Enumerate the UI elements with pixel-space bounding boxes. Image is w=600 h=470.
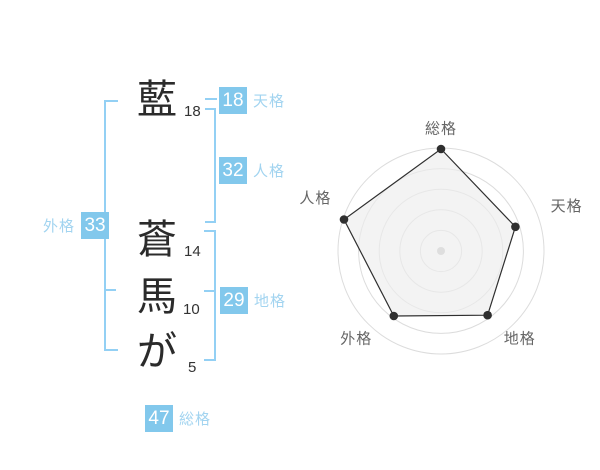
gaikaku-group: 外格 33 <box>43 212 110 239</box>
gaikaku-label: 外格 <box>43 218 76 235</box>
jinkaku-value-badge: 32 <box>219 157 247 184</box>
radar-axis-label: 天格 <box>551 198 583 215</box>
name-char-3: 馬 <box>137 275 177 319</box>
chikaku-value-badge: 29 <box>220 287 248 314</box>
radar-axis-label: 地格 <box>504 330 536 347</box>
radar-vertex-dot <box>483 310 492 320</box>
radar-axis-label: 人格 <box>299 190 331 207</box>
radar-axis-label: 総格 <box>425 121 457 138</box>
stroke-count-1: 18 <box>184 103 201 120</box>
tenkaku-group: 18 天格 <box>219 87 285 114</box>
gaikaku-value-badge: 33 <box>81 212 110 239</box>
radar-vertex-dot <box>436 144 446 154</box>
stroke-count-3: 10 <box>183 301 200 318</box>
radar-axis-label: 外格 <box>340 330 372 347</box>
stroke-count-2: 14 <box>184 243 201 260</box>
name-char-1: 藍 <box>137 78 177 122</box>
stroke-count-4: 5 <box>188 359 197 376</box>
tenkaku-connector-line <box>205 98 217 100</box>
chikaku-bracket-tick-bottom <box>204 359 216 361</box>
tenkaku-value-badge: 18 <box>219 87 247 114</box>
radar-vertex-dot <box>339 215 349 224</box>
jinkaku-bracket-tick-bottom <box>205 221 216 223</box>
soukaku-label: 総格 <box>179 411 212 428</box>
gaikaku-bracket-tick-mid <box>104 289 116 291</box>
jinkaku-bracket-tick-top <box>205 108 216 110</box>
tenkaku-label: 天格 <box>253 93 286 110</box>
soukaku-value-badge: 47 <box>145 405 173 432</box>
chikaku-bracket-tick-top <box>204 230 216 232</box>
chikaku-bracket-tick-mid <box>204 290 216 292</box>
gaikaku-bracket-tick-top <box>104 100 118 102</box>
soukaku-group: 47 総格 <box>145 405 211 432</box>
gaikaku-bracket-tick-bottom <box>104 349 118 351</box>
chikaku-label: 地格 <box>254 293 287 310</box>
name-char-4: が <box>137 330 177 374</box>
jinkaku-group: 32 人格 <box>219 157 285 184</box>
radar-polygon <box>343 148 517 317</box>
radar-vertex-dot <box>511 222 520 232</box>
chikaku-group: 29 地格 <box>220 287 286 314</box>
jinkaku-bracket-line <box>214 108 216 223</box>
chikaku-bracket-line <box>214 230 216 361</box>
jinkaku-label: 人格 <box>253 163 286 180</box>
radar-vertex-dot <box>389 311 399 321</box>
name-char-2: 蒼 <box>137 218 177 262</box>
radar-chart: 総格天格地格 外格 人格 <box>280 95 600 385</box>
